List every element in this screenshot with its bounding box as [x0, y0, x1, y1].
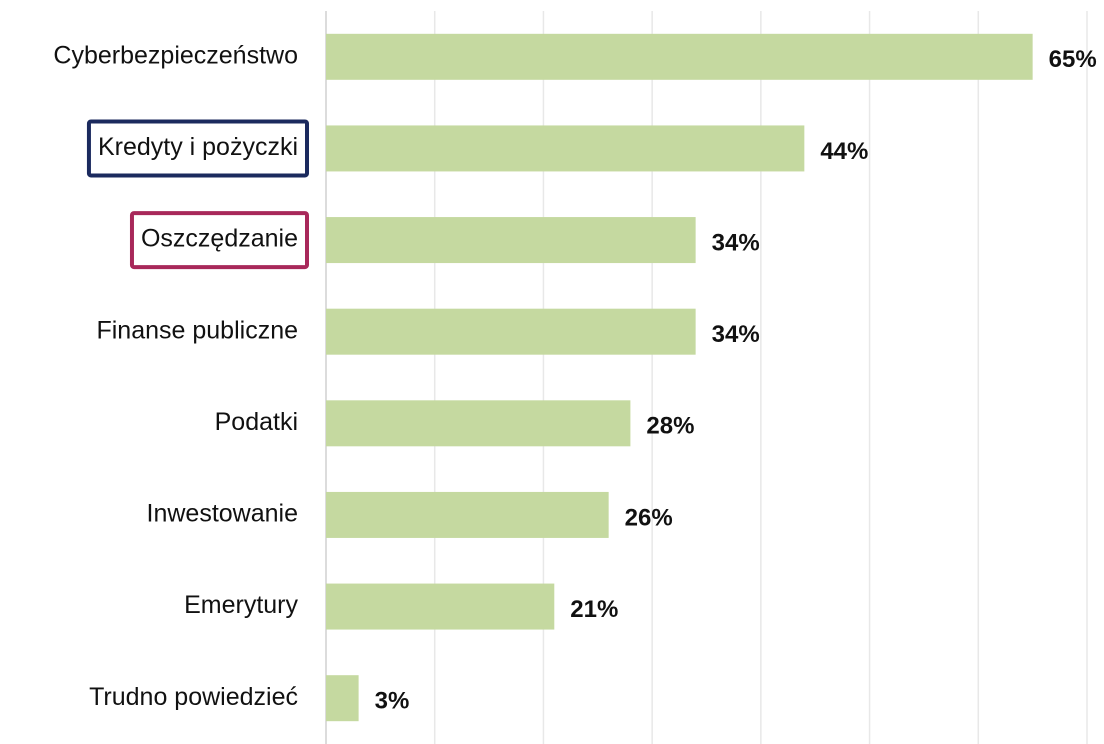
- y-tick-label: Cyberbezpieczeństwo: [53, 41, 298, 69]
- bar: [326, 125, 805, 172]
- y-tick-label: Inwestowanie: [147, 500, 298, 528]
- bar: [326, 308, 696, 355]
- bar: [326, 400, 631, 447]
- value-label: 26%: [625, 504, 673, 531]
- bar: [326, 491, 609, 538]
- bar: [326, 675, 359, 722]
- value-label: 44%: [820, 138, 868, 165]
- value-label: 34%: [712, 321, 760, 348]
- value-label: 3%: [375, 688, 410, 715]
- y-tick-label: Oszczędzanie: [141, 225, 298, 253]
- value-label: 34%: [712, 229, 760, 256]
- y-tick-label: Trudno powiedzieć: [89, 683, 298, 711]
- y-tick-label: Finanse publiczne: [96, 316, 298, 344]
- value-label: 28%: [646, 413, 694, 440]
- value-label: 21%: [570, 596, 618, 623]
- value-label: 65%: [1049, 46, 1097, 73]
- y-tick-label: Podatki: [215, 408, 298, 436]
- bar: [326, 583, 555, 630]
- y-tick-label: Emerytury: [184, 591, 298, 619]
- bar: [326, 217, 696, 264]
- label-box: [129, 211, 309, 270]
- y-tick-label: Kredyty i pożyczki: [98, 133, 298, 161]
- bar: [326, 33, 1033, 80]
- label-box: [86, 119, 309, 178]
